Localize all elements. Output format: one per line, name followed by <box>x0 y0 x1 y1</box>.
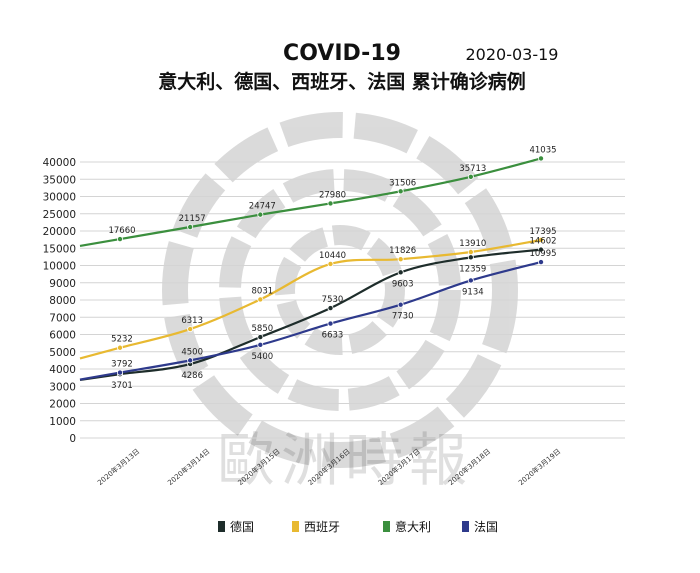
chart-date: 2020-03-19 <box>466 45 559 64</box>
data-label: 5400 <box>252 352 274 362</box>
data-label: 4500 <box>181 347 203 357</box>
x-tick-label: 2020年3月13日 <box>96 447 142 487</box>
data-label: 17395 <box>529 227 556 237</box>
legend-swatch <box>383 521 390 532</box>
y-tick-label: 5000 <box>49 347 76 359</box>
y-tick-label: 20000 <box>43 226 76 238</box>
data-point <box>397 188 404 195</box>
data-label: 9134 <box>462 287 484 297</box>
data-labels: 3701 4286 5850 7530 9603 12359 14602 5232 6313 80… <box>108 145 556 391</box>
data-point <box>538 246 545 253</box>
data-label: 24747 <box>249 202 276 212</box>
y-tick-label: 30000 <box>43 192 76 204</box>
data-point <box>187 326 194 333</box>
series-lines <box>79 155 545 381</box>
watermark-text: 歐洲時報 <box>217 426 473 494</box>
data-label: 35713 <box>459 164 486 174</box>
data-label: 3792 <box>111 360 133 370</box>
data-point <box>117 344 124 351</box>
data-label: 21157 <box>179 214 206 224</box>
y-tick-label: 25000 <box>43 209 76 221</box>
data-label: 5850 <box>252 324 274 334</box>
data-point <box>327 305 334 312</box>
watermark-emblem <box>162 112 518 468</box>
data-point <box>117 369 124 376</box>
y-tick-label: 15000 <box>43 243 76 255</box>
data-point <box>467 254 474 261</box>
data-point <box>397 269 404 276</box>
data-label: 14602 <box>529 237 556 247</box>
data-label: 7730 <box>392 312 414 322</box>
data-label: 10995 <box>529 249 556 259</box>
y-tick-label: 2000 <box>49 399 76 411</box>
data-label: 7530 <box>322 295 344 305</box>
data-point <box>467 173 474 180</box>
y-tick-label: 1000 <box>49 416 76 428</box>
chart-title: COVID-19 <box>283 41 401 66</box>
legend-label: 德国 <box>230 519 254 534</box>
data-point <box>538 155 545 162</box>
data-point <box>397 301 404 308</box>
data-label: 13910 <box>459 239 486 249</box>
data-point <box>257 341 264 348</box>
y-tick-label: 9000 <box>49 278 76 290</box>
data-label: 31506 <box>389 178 416 188</box>
legend-swatch <box>292 521 299 532</box>
data-label: 12359 <box>459 264 486 274</box>
series-line-0 <box>79 248 542 381</box>
legend: 德国 西班牙 意大利 法国 <box>218 519 498 534</box>
legend-swatch <box>218 521 225 532</box>
series-line-1 <box>79 238 542 360</box>
x-tick-label: 2020年3月19日 <box>517 447 563 487</box>
data-label: 3701 <box>111 381 133 391</box>
legend-label: 意大利 <box>395 519 431 534</box>
data-point <box>467 249 474 256</box>
data-point <box>117 236 124 243</box>
y-tick-label: 40000 <box>43 157 76 169</box>
data-label: 10440 <box>319 251 346 261</box>
legend-label: 西班牙 <box>304 520 340 534</box>
series-line-3 <box>79 261 542 381</box>
data-point <box>257 211 264 218</box>
data-point <box>257 334 264 341</box>
y-axis: 0 1000 2000 3000 4000 5000 6000 7000 8000 9000 100… <box>43 157 76 445</box>
legend-label: 法国 <box>474 520 498 534</box>
data-label: 6633 <box>322 331 344 341</box>
data-point <box>187 357 194 364</box>
data-label: 6313 <box>181 316 203 326</box>
data-point <box>257 296 264 303</box>
data-label: 8031 <box>252 286 274 296</box>
y-tick-label: 8000 <box>49 295 76 307</box>
y-tick-label: 35000 <box>43 174 76 186</box>
legend-swatch <box>462 521 469 532</box>
data-label: 11826 <box>389 246 416 256</box>
y-tick-label: 6000 <box>49 330 76 342</box>
data-point <box>397 256 404 263</box>
data-point <box>538 259 545 266</box>
grid <box>80 161 625 439</box>
data-label: 5232 <box>111 335 133 345</box>
chart-subtitle: 意大利、德国、西班牙、法国 累计确诊病例 <box>158 70 526 93</box>
data-label: 27980 <box>319 190 346 200</box>
data-point <box>467 277 474 284</box>
data-label: 9603 <box>392 279 414 289</box>
x-tick-label: 2020年3月14日 <box>166 447 212 487</box>
data-point <box>538 236 545 243</box>
data-label: 17660 <box>108 226 135 236</box>
y-tick-label: 0 <box>69 433 76 445</box>
data-point <box>327 260 334 267</box>
y-tick-label: 4000 <box>49 364 76 376</box>
data-point <box>327 200 334 207</box>
y-tick-label: 7000 <box>49 312 76 324</box>
y-tick-label: 10000 <box>43 261 76 273</box>
data-point <box>187 224 194 231</box>
series-line-2 <box>79 157 542 248</box>
data-label: 4286 <box>181 371 203 381</box>
data-point <box>327 320 334 327</box>
y-tick-label: 3000 <box>49 381 76 393</box>
data-label: 41035 <box>529 145 556 155</box>
